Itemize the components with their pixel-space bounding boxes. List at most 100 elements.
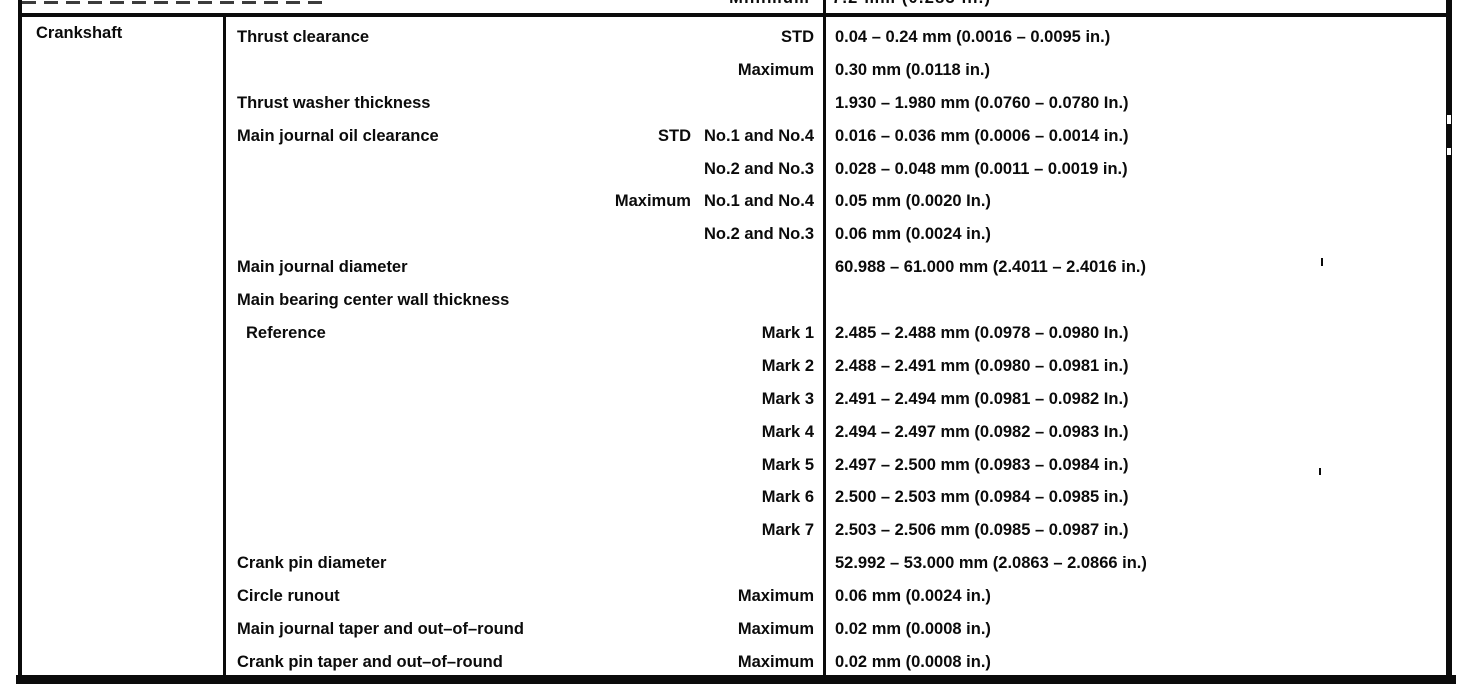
spec-item-cell: Mark 7 (226, 521, 823, 540)
spec-item-cell: Crank pin taper and out–of–round Maximum (226, 653, 823, 672)
partial-qualifier-label: Minimum (729, 0, 810, 8)
spec-position-label: Mark 7 (761, 521, 814, 540)
spec-item-cell: Circle runout Maximum (226, 587, 823, 606)
spec-value: 0.02 mm (0.0008 in.) (835, 619, 991, 638)
table-row: Thrust washer thickness 1.930 – 1.980 mm… (226, 87, 1446, 120)
spec-item-cell: Thrust clearance STD (226, 28, 823, 47)
spec-item-label: Circle runout (237, 587, 340, 606)
table-row: Maximum No.1 and No.4 0.05 mm (0.0020 In… (226, 185, 1446, 218)
spec-value: 0.30 mm (0.0118 in.) (835, 60, 991, 79)
spec-qualifier-label: Maximum (737, 652, 814, 671)
spec-item-cell: Main journal taper and out–of–round Maxi… (226, 620, 823, 639)
table-row: Crank pin taper and out–of–round Maximum… (226, 646, 1446, 679)
scan-notch-artifact (1447, 115, 1451, 124)
spec-position-label: Mark 6 (761, 488, 814, 507)
scan-smudge-artifact (22, 1, 322, 4)
spec-value: 60.988 – 61.000 mm (2.4011 – 2.4016 in.) (835, 258, 1146, 277)
spec-item-cell: Main journal diameter (226, 258, 823, 277)
spec-position-label: No.1 and No.4 (703, 192, 814, 211)
spec-value: 2.485 – 2.488 mm (0.0978 – 0.0980 In.) (835, 323, 1129, 342)
table-row: Circle runout Maximum 0.06 mm (0.0024 in… (226, 580, 1446, 613)
table-row: Crank pin diameter 52.992 – 53.000 mm (2… (226, 547, 1446, 580)
table-row-partial: Minimum 7.2 mm (0.283 in.) (0, 0, 1472, 12)
table-row: No.2 and No.3 0.028 – 0.048 mm (0.0011 –… (226, 153, 1446, 186)
component-column-divider (223, 16, 226, 676)
spec-item-cell: No.2 and No.3 (226, 225, 823, 244)
table-row: Reference Mark 1 2.485 – 2.488 mm (0.097… (226, 317, 1446, 350)
spec-item-cell: Mark 6 (226, 488, 823, 507)
spec-value: 52.992 – 53.000 mm (2.0863 – 2.0866 in.) (835, 554, 1147, 573)
spec-item-cell: Maximum No.1 and No.4 (226, 192, 823, 211)
spec-position-label: No.1 and No.4 (703, 126, 814, 145)
spec-item-cell: Maximum (226, 61, 823, 80)
spec-item-cell: Mark 2 (226, 357, 823, 376)
spec-item-label: Main bearing center wall thickness (237, 291, 510, 310)
spec-item-label: Reference (246, 323, 326, 342)
spec-item-cell: Mark 3 (226, 390, 823, 409)
spec-item-label: Main journal taper and out–of–round (237, 619, 524, 638)
spec-value: 0.05 mm (0.0020 In.) (835, 192, 991, 211)
table-row: Mark 2 2.488 – 2.491 mm (0.0980 – 0.0981… (226, 350, 1446, 383)
table-row: Maximum 0.30 mm (0.0118 in.) (226, 54, 1446, 87)
table-row: Mark 3 2.491 – 2.494 mm (0.0981 – 0.0982… (226, 383, 1446, 416)
spec-value: 0.028 – 0.048 mm (0.0011 – 0.0019 in.) (835, 159, 1128, 178)
spec-item-label: Main journal oil clearance (237, 126, 439, 145)
spec-qualifier-label: Maximum (737, 619, 814, 638)
spec-value: 2.503 – 2.506 mm (0.0985 – 0.0987 in.) (835, 521, 1129, 540)
table-row: Main journal diameter 60.988 – 61.000 mm… (226, 251, 1446, 284)
spec-item-label: Thrust clearance (237, 27, 370, 46)
spec-item-cell: Thrust washer thickness (226, 94, 823, 113)
spec-position-label: Mark 3 (761, 389, 814, 408)
table-row: Main journal taper and out–of–round Maxi… (226, 613, 1446, 646)
spec-item-cell: Mark 5 (226, 456, 823, 475)
table-row: Mark 5 2.497 – 2.500 mm (0.0983 – 0.0984… (226, 449, 1446, 482)
spec-item-cell: Crank pin diameter (226, 554, 823, 573)
spec-value: 1.930 – 1.980 mm (0.0760 – 0.0780 In.) (835, 93, 1129, 112)
table-row: No.2 and No.3 0.06 mm (0.0024 in.) (226, 218, 1446, 251)
spec-value: 0.04 – 0.24 mm (0.0016 – 0.0095 in.) (835, 27, 1111, 46)
table-left-border (18, 0, 22, 684)
table-top-border (18, 13, 1452, 17)
value-column-divider (823, 0, 826, 676)
spec-item-cell: Reference Mark 1 (226, 324, 823, 343)
spec-item-cell: Main journal oil clearance STD No.1 and … (226, 127, 823, 146)
spec-qualifier-label: Maximum (737, 587, 814, 606)
spec-position-label: Mark 1 (761, 323, 814, 342)
table-bottom-border (16, 675, 1456, 684)
spec-item-label: Crank pin taper and out–of–round (237, 652, 503, 671)
spec-value: 2.497 – 2.500 mm (0.0983 – 0.0984 in.) (835, 455, 1129, 474)
spec-value: 2.500 – 2.503 mm (0.0984 – 0.0985 in.) (835, 488, 1129, 507)
spec-item-label: Thrust washer thickness (237, 93, 431, 112)
spec-value: 0.016 – 0.036 mm (0.0006 – 0.0014 in.) (835, 126, 1129, 145)
spec-qualifier-label: Maximum (614, 192, 691, 211)
spec-item-cell: Mark 4 (226, 423, 823, 442)
scan-notch-artifact (1447, 148, 1451, 155)
table-row: Mark 6 2.500 – 2.503 mm (0.0984 – 0.0985… (226, 481, 1446, 514)
scan-speck-artifact (1321, 258, 1323, 266)
spec-qualifier-label: STD (781, 27, 814, 46)
table-row: Mark 4 2.494 – 2.497 mm (0.0982 – 0.0983… (226, 416, 1446, 449)
spec-value: 2.488 – 2.491 mm (0.0980 – 0.0981 in.) (835, 356, 1129, 375)
spec-position-label: Mark 2 (761, 356, 814, 375)
spec-rows: Thrust clearance STD 0.04 – 0.24 mm (0.0… (226, 21, 1446, 679)
table-row: Main bearing center wall thickness (226, 284, 1446, 317)
spec-position-label: Mark 4 (761, 422, 814, 441)
spec-item-label: Main journal diameter (237, 258, 408, 277)
spec-item-cell: No.2 and No.3 (226, 160, 823, 179)
table-row: Thrust clearance STD 0.04 – 0.24 mm (0.0… (226, 21, 1446, 54)
spec-position-label: No.2 and No.3 (703, 159, 814, 178)
spec-item-cell: Main bearing center wall thickness (226, 291, 823, 310)
spec-value: 0.06 mm (0.0024 in.) (835, 587, 991, 606)
spec-position-label: Mark 5 (761, 455, 814, 474)
spec-value: 0.06 mm (0.0024 in.) (835, 225, 991, 244)
table-row: Main journal oil clearance STD No.1 and … (226, 120, 1446, 153)
spec-value: 2.491 – 2.494 mm (0.0981 – 0.0982 In.) (835, 389, 1129, 408)
scan-speck-artifact (1319, 468, 1321, 475)
spec-position-label: No.2 and No.3 (703, 225, 814, 244)
component-cell: Crankshaft (36, 24, 216, 43)
partial-value: 7.2 mm (0.283 in.) (832, 0, 991, 8)
table-right-border (1446, 0, 1452, 684)
spec-value: 0.02 mm (0.0008 in.) (835, 652, 991, 671)
table-row: Mark 7 2.503 – 2.506 mm (0.0985 – 0.0987… (226, 514, 1446, 547)
